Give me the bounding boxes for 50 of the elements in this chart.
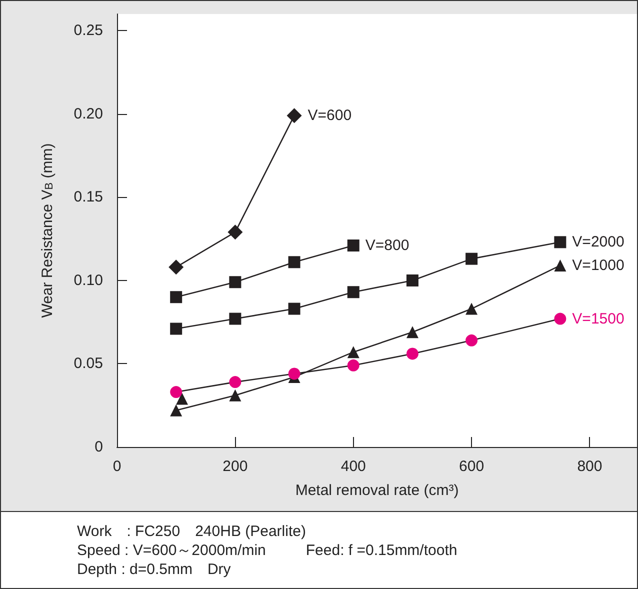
text: Work : FC250 240HB (Pearlite) <box>77 522 306 541</box>
point <box>554 259 566 272</box>
point <box>229 312 242 325</box>
point <box>229 376 242 388</box>
y-tick-label: 0.20 <box>74 105 103 122</box>
text: Speed : V=600～2000m/min <box>77 541 266 560</box>
point <box>170 404 182 416</box>
point <box>406 348 418 360</box>
point <box>406 326 418 338</box>
point <box>347 346 360 358</box>
point <box>466 334 478 346</box>
text: Feed: f =0.15mm/tooth <box>306 541 458 560</box>
point <box>170 322 182 335</box>
point <box>228 224 243 240</box>
point <box>288 256 300 268</box>
y-tick-label: 0.10 <box>74 272 103 289</box>
point <box>229 389 242 402</box>
y-axis-title: Wear Resistance VB (mm) <box>39 143 56 318</box>
point <box>168 260 184 275</box>
x-tick-label: 200 <box>222 458 248 475</box>
y-tick-label: 0.25 <box>74 22 103 40</box>
series-label: V=1000 <box>572 256 624 274</box>
point <box>466 302 478 315</box>
x-tick-label: 600 <box>459 458 484 475</box>
series-label: V=1500 <box>572 310 624 328</box>
y-tick-label: 0.05 <box>74 355 103 372</box>
x-tick-label: 0 <box>112 458 122 475</box>
point <box>554 236 566 248</box>
series-label: V=2000 <box>572 234 624 251</box>
point <box>229 276 242 288</box>
point <box>170 291 182 304</box>
point <box>347 286 360 298</box>
point <box>466 252 478 265</box>
point <box>286 108 302 124</box>
series-label: V=600 <box>308 107 352 124</box>
point <box>176 392 188 405</box>
series-label: V=800 <box>365 236 410 254</box>
point <box>406 274 418 286</box>
text: Depth : d=0.5mm Dry <box>77 560 231 579</box>
point <box>170 386 182 398</box>
x-tick-label: 800 <box>577 458 602 475</box>
point <box>288 368 300 380</box>
point <box>288 302 300 315</box>
x-tick-label: 400 <box>340 458 366 475</box>
x-axis-title: Metal removal rate (cm³) <box>295 482 459 499</box>
point <box>554 312 566 325</box>
point <box>347 359 360 372</box>
y-tick-label: 0 <box>94 438 103 456</box>
y-tick-label: 0.15 <box>74 188 103 206</box>
point <box>347 239 360 252</box>
